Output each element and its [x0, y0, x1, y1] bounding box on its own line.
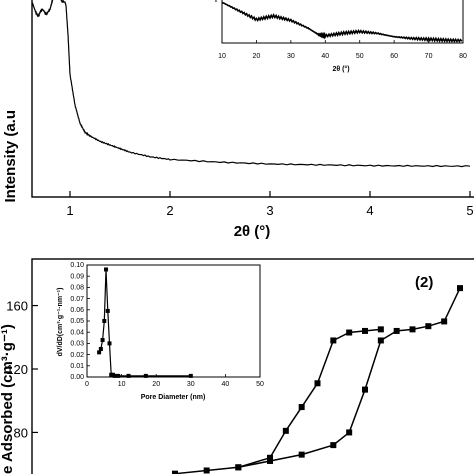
- psd-point: [112, 373, 117, 378]
- top-inset-x-tick-label: 80: [459, 53, 467, 60]
- desorption-point: [267, 454, 273, 461]
- desorption-point: [282, 427, 289, 434]
- bottom-inset-y-tick-label: 0.02: [70, 352, 84, 359]
- top-x-tick-label: 3: [266, 203, 273, 218]
- adsorption-point: [362, 386, 368, 393]
- bottom-y-tick-label: 120: [6, 362, 28, 377]
- psd-point: [97, 350, 102, 355]
- bottom-inset-x-tick-label: 0: [85, 381, 89, 388]
- bottom-panel: 80 120 160 e Adsorbed (cm³·g⁻¹) (2) 0 10 20 3…: [0, 258, 474, 474]
- adsorption-point: [425, 323, 432, 330]
- desorption-point: [346, 329, 353, 336]
- bottom-inset-ticks: 0 10 20 30 40 50 0.00 0.01 0.02 0.03 0.04 0.05 0.06 0…: [70, 262, 264, 388]
- desorption-point: [314, 380, 321, 387]
- top-x-tick-label: 4: [366, 203, 373, 218]
- top-x-ticks: 1 2 3 4 5: [66, 191, 474, 218]
- bottom-panel-label: (2): [415, 274, 433, 291]
- top-x-tick-label: 2: [166, 203, 173, 218]
- psd-point: [102, 319, 107, 323]
- top-inset-x-axis-label: 2θ (°): [332, 65, 349, 73]
- adsorption-point: [377, 337, 384, 344]
- bottom-inset-x-tick-label: 10: [118, 381, 126, 388]
- bottom-inset-y-axis-label: dV/dD(cm³·g⁻¹·nm⁻¹): [57, 288, 64, 357]
- adsorption-point: [457, 285, 463, 292]
- top-inset-x-tick-label: 20: [253, 53, 261, 60]
- desorption-point: [377, 326, 384, 333]
- bottom-inset-y-tick-label: 0.01: [70, 363, 84, 370]
- psd-point: [100, 338, 105, 343]
- top-intensity-curve: [31, 0, 471, 168]
- adsorption-point: [346, 429, 353, 436]
- top-x-axis-label: 2θ (°): [234, 223, 271, 240]
- adsorption-point: [409, 326, 416, 333]
- top-inset: 10 20 30 40 50 60 70 80 2θ (°) I: [215, 0, 467, 73]
- adsorption-point: [203, 467, 210, 474]
- adsorption-point: [393, 327, 400, 334]
- bottom-inset-y-tick-label: 0.06: [70, 307, 84, 314]
- bottom-inset-y-tick-label: 0.03: [70, 341, 84, 348]
- psd-point: [188, 373, 193, 378]
- bottom-y-ticks: 80 120 160: [6, 299, 38, 440]
- psd-point: [116, 373, 121, 378]
- bottom-inset-y-tick-label: 0.05: [70, 318, 84, 325]
- bottom-inset-y-tick-label: 0.10: [70, 262, 84, 269]
- top-x-tick-label: 1: [66, 203, 73, 218]
- psd-point: [143, 373, 148, 378]
- adsorption-point: [298, 451, 305, 458]
- bottom-inset-x-axis-label: Pore Diameter (nm): [141, 394, 206, 401]
- bottom-inset-x-tick-label: 20: [152, 381, 160, 388]
- top-inset-frame: [221, 0, 464, 44]
- top-inset-x-tick-label: 10: [218, 53, 226, 60]
- psd-point: [126, 373, 131, 378]
- bottom-plot-frame: [31, 258, 474, 474]
- bottom-y-axis-label: e Adsorbed (cm³·g⁻¹): [0, 324, 16, 474]
- top-y-axis-label: Intensity (a.u: [2, 110, 19, 203]
- top-panel: 1 2 3 4 5 2θ (°) Intensity (a.u 10 20 30 40 50 60…: [2, 0, 474, 240]
- bottom-inset-y-tick-label: 0.07: [70, 296, 84, 303]
- top-inset-x-tick-label: 70: [425, 53, 433, 60]
- psd-point: [104, 267, 109, 272]
- bottom-inset-y-tick-label: 0.04: [70, 329, 84, 336]
- bottom-inset: 0 10 20 30 40 50 0.00 0.01 0.02 0.03 0.04 0.05 0.06 0…: [57, 262, 264, 401]
- desorption-point: [330, 337, 337, 344]
- top-inset-x-tick-label: 40: [321, 53, 329, 60]
- psd-point: [107, 341, 112, 346]
- adsorption-point: [172, 470, 178, 474]
- bottom-inset-y-tick-label: 0.00: [70, 374, 84, 381]
- top-inset-x-tick-label: 60: [390, 53, 398, 60]
- top-inset-x-tick-label: 30: [287, 53, 295, 60]
- top-inset-y-axis-label: I: [215, 0, 217, 4]
- bottom-inset-y-tick-label: 0.09: [70, 273, 84, 280]
- top-x-tick-label: 5: [466, 203, 473, 218]
- bottom-inset-x-tick-label: 40: [222, 381, 230, 388]
- adsorption-point: [441, 318, 448, 325]
- bottom-y-tick-label: 160: [6, 299, 28, 314]
- top-inset-x-tick-label: 50: [356, 53, 364, 60]
- bottom-inset-psd: [97, 267, 193, 378]
- bottom-inset-x-tick-label: 30: [187, 381, 195, 388]
- bottom-inset-frame: [86, 264, 261, 378]
- desorption-point: [362, 327, 368, 334]
- psd-point: [105, 308, 110, 313]
- bottom-isotherm: [172, 285, 463, 474]
- bottom-inset-y-tick-label: 0.08: [70, 285, 84, 292]
- desorption-point: [298, 404, 305, 411]
- adsorption-point: [330, 442, 337, 449]
- desorption-point: [235, 464, 242, 471]
- bottom-inset-x-tick-label: 50: [256, 381, 264, 388]
- top-inset-curve: [221, 1, 463, 43]
- top-plot-frame: [31, 0, 474, 198]
- psd-point: [98, 347, 103, 351]
- adsorption-point: [267, 457, 273, 464]
- bottom-y-tick-label: 80: [14, 425, 28, 440]
- top-inset-x-ticks: 10 20 30 40 50 60 70 80: [218, 40, 467, 60]
